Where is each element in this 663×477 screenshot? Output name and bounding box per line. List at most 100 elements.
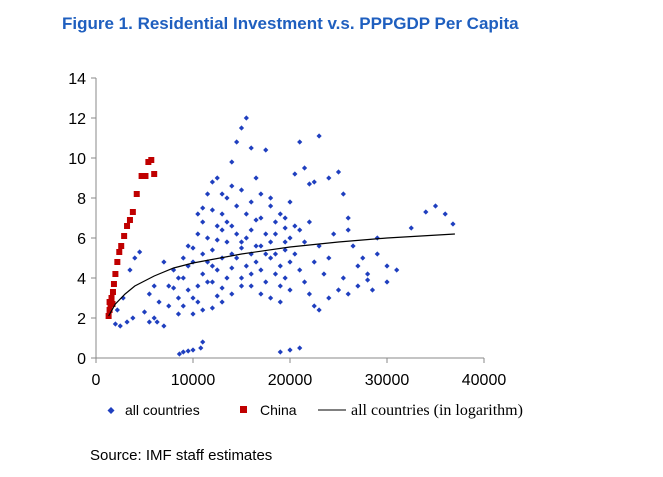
- all-countries-point: [282, 275, 288, 281]
- all-countries-point: [258, 215, 264, 221]
- china-point: [106, 307, 113, 313]
- all-countries-point: [450, 221, 456, 227]
- legend-all-countries-label: all countries: [125, 402, 200, 418]
- china-point: [124, 223, 131, 229]
- all-countries-point: [345, 215, 351, 221]
- all-countries-point: [117, 323, 123, 329]
- x-tick-label: 20000: [268, 372, 313, 389]
- all-countries-point: [355, 263, 361, 269]
- all-countries-point: [253, 175, 259, 181]
- y-tick-label: 4: [77, 271, 86, 288]
- all-countries-point: [335, 287, 342, 293]
- all-countries-point: [306, 181, 312, 187]
- all-countries-point: [229, 265, 235, 271]
- all-countries-point: [306, 219, 312, 225]
- all-countries-point: [263, 251, 269, 257]
- all-countries-point: [258, 243, 264, 249]
- all-countries-point: [171, 285, 177, 291]
- all-countries-point: [258, 191, 264, 197]
- all-countries-point: [200, 251, 206, 257]
- all-countries-point: [156, 299, 162, 305]
- all-countries-point: [345, 291, 351, 297]
- all-countries-point: [180, 349, 186, 355]
- all-countries-point: [263, 279, 269, 285]
- all-countries-point: [200, 205, 206, 211]
- all-countries-point: [200, 339, 206, 345]
- chart-title: Figure 1. Residential Investment v.s. PP…: [62, 14, 519, 33]
- all-countries-point: [214, 237, 220, 243]
- all-countries-point: [277, 299, 283, 305]
- china-point: [148, 157, 155, 163]
- all-countries-point: [335, 169, 342, 175]
- all-countries-point: [234, 231, 240, 237]
- all-countries-point: [224, 239, 230, 245]
- all-countries-point: [175, 295, 182, 301]
- all-countries-point: [423, 209, 429, 215]
- all-countries-point: [214, 293, 220, 299]
- all-countries-point: [243, 115, 249, 121]
- all-countries-point: [263, 147, 269, 153]
- china-point: [108, 295, 115, 301]
- all-countries-point: [209, 207, 215, 213]
- all-countries-point: [326, 295, 332, 301]
- all-countries-point: [253, 259, 259, 265]
- all-countries-point: [209, 263, 215, 269]
- all-countries-point: [253, 243, 259, 249]
- all-countries-point: [238, 239, 245, 245]
- legend-trend-label: all countries (in logarithm): [351, 402, 523, 419]
- all-countries-point: [277, 283, 283, 289]
- x-tick-label: 0: [92, 372, 101, 389]
- all-countries-point: [195, 231, 201, 237]
- all-countries-point: [180, 275, 186, 281]
- china-point: [109, 289, 116, 295]
- y-tick-label: 6: [77, 231, 86, 248]
- all-countries-point: [243, 235, 249, 241]
- all-countries-point: [374, 235, 380, 241]
- all-countries-point: [287, 199, 293, 205]
- china-point: [114, 259, 121, 265]
- all-countries-point: [154, 319, 160, 325]
- all-countries-point: [321, 271, 327, 277]
- all-countries-point: [268, 239, 274, 245]
- all-countries-point: [311, 179, 317, 185]
- all-countries-point: [185, 348, 191, 354]
- all-countries-point: [219, 285, 225, 291]
- all-countries-point: [365, 271, 371, 277]
- all-countries-point: [124, 319, 130, 325]
- all-countries-point: [234, 255, 240, 261]
- all-countries-point: [219, 299, 225, 305]
- all-countries-point: [146, 291, 152, 297]
- all-countries-point: [384, 279, 390, 285]
- all-countries-point: [311, 303, 317, 309]
- all-countries-point: [214, 267, 220, 273]
- all-countries-point: [209, 247, 215, 253]
- all-countries-point: [268, 195, 274, 201]
- all-countries-point: [137, 249, 143, 255]
- all-countries-point: [331, 231, 337, 237]
- all-countries-point: [146, 319, 152, 325]
- all-countries-point: [234, 139, 240, 145]
- all-countries-point: [272, 219, 279, 225]
- all-countries-point: [272, 251, 279, 257]
- all-countries-point: [214, 223, 220, 229]
- all-countries-point: [209, 179, 215, 185]
- y-tick-label: 10: [68, 151, 86, 168]
- y-tick-label: 14: [68, 71, 86, 88]
- all-countries-point: [287, 259, 293, 265]
- all-countries-point: [263, 231, 269, 237]
- all-countries-point: [340, 191, 346, 197]
- all-countries-point: [442, 211, 448, 217]
- all-countries-point: [394, 267, 400, 273]
- all-countries-point: [282, 247, 288, 253]
- all-countries-point: [209, 279, 215, 285]
- all-countries-point: [277, 211, 283, 217]
- china-point: [151, 171, 158, 177]
- all-countries-point: [248, 199, 254, 205]
- all-countries-point: [238, 275, 245, 281]
- all-countries-point: [180, 255, 186, 261]
- all-countries-point: [301, 165, 308, 171]
- all-countries-point: [345, 227, 351, 233]
- source-note: Source: IMF staff estimates: [90, 447, 273, 464]
- all-countries-point: [204, 235, 211, 241]
